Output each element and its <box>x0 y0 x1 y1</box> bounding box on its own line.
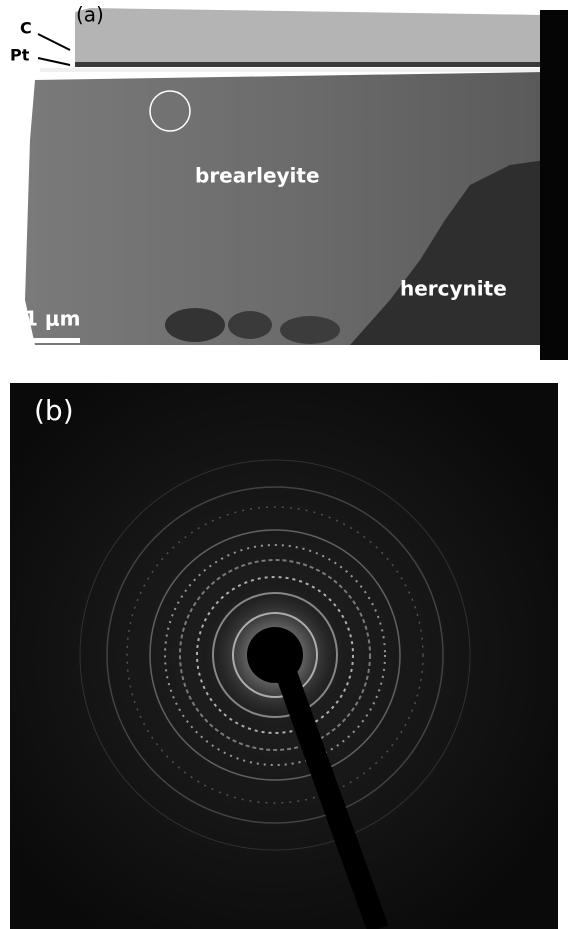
page: C Pt (a) brearleyite hercynite 1 μm (b) … <box>0 0 568 929</box>
panel-b: (b) <box>10 383 558 929</box>
panel-a-label: (a) <box>76 3 104 27</box>
figure: C Pt (a) brearleyite hercynite 1 μm (b) <box>0 0 568 929</box>
scale-bar-label: 1 μm <box>24 307 80 331</box>
dark-edge <box>540 10 568 360</box>
grain <box>165 308 225 342</box>
layer-c-label: C <box>20 19 32 38</box>
pt-edge <box>40 68 545 72</box>
panel-b-label: (b) <box>34 394 74 427</box>
beam-stop <box>247 627 303 683</box>
grain <box>228 311 272 339</box>
scale-bar <box>24 338 80 343</box>
layer-pt-label: Pt <box>10 46 30 65</box>
c-layer <box>75 8 545 66</box>
hercynite-label: hercynite <box>400 277 507 301</box>
brearleyite-label: brearleyite <box>195 164 320 188</box>
pt-layer <box>75 62 545 67</box>
grain <box>280 316 340 344</box>
panel-a: C Pt (a) brearleyite hercynite 1 μm <box>8 0 568 362</box>
